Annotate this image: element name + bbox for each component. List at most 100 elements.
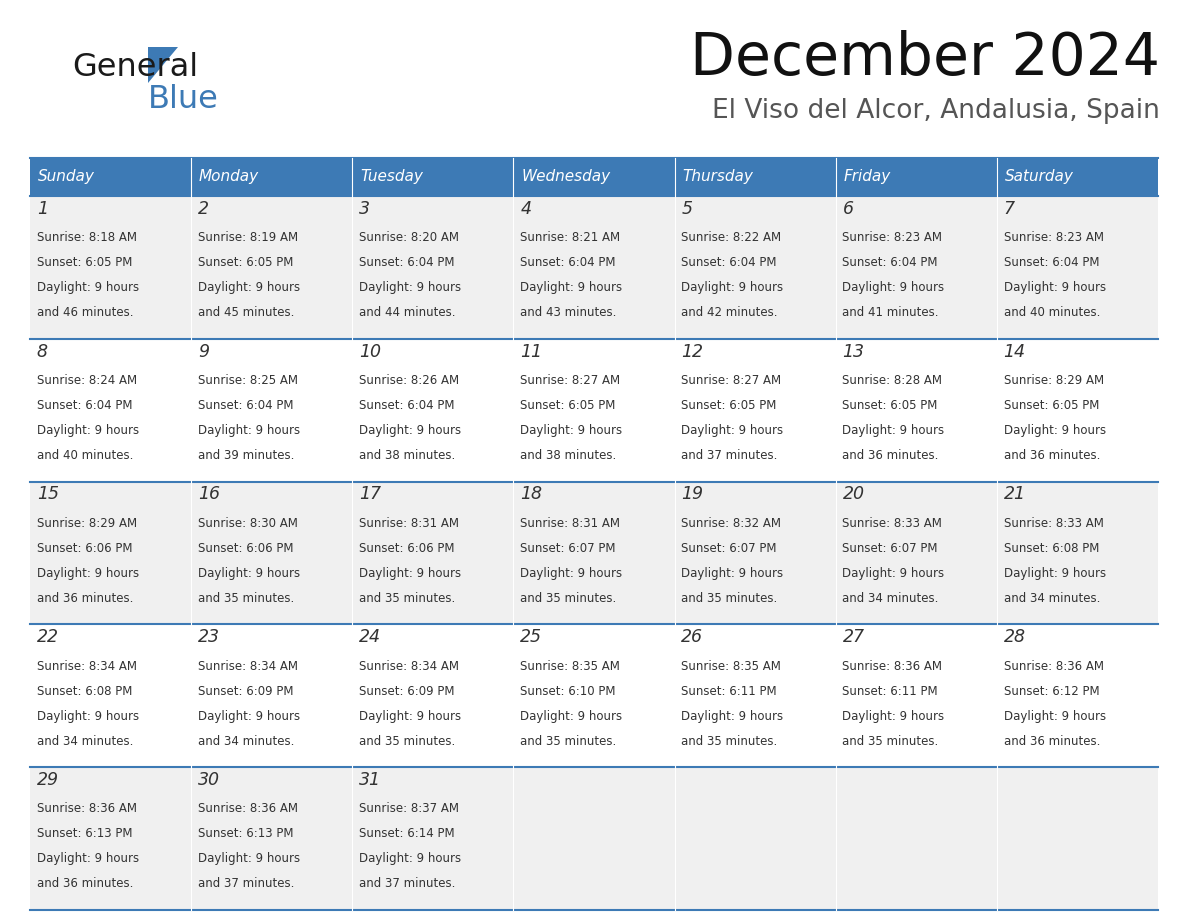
Text: 24: 24 [359, 628, 381, 646]
Bar [675, 158, 835, 196]
Text: 13: 13 [842, 342, 865, 361]
Text: and 35 minutes.: and 35 minutes. [520, 734, 617, 747]
Text: Friday: Friday [843, 170, 891, 185]
Text: 1: 1 [37, 200, 48, 218]
Text: Sunrise: 8:30 AM: Sunrise: 8:30 AM [198, 517, 298, 530]
Text: Daylight: 9 hours: Daylight: 9 hours [842, 566, 944, 580]
Text: 18: 18 [520, 486, 542, 503]
Bar [30, 158, 191, 196]
Text: 9: 9 [198, 342, 209, 361]
Text: Daylight: 9 hours: Daylight: 9 hours [842, 710, 944, 722]
Text: 6: 6 [842, 200, 853, 218]
Text: Sunset: 6:07 PM: Sunset: 6:07 PM [682, 542, 777, 554]
Text: Sunset: 6:04 PM: Sunset: 6:04 PM [359, 399, 455, 412]
Text: Sunset: 6:14 PM: Sunset: 6:14 PM [359, 827, 455, 840]
Text: Sunrise: 8:36 AM: Sunrise: 8:36 AM [1004, 659, 1104, 673]
Text: Daylight: 9 hours: Daylight: 9 hours [37, 710, 139, 722]
Text: Daylight: 9 hours: Daylight: 9 hours [1004, 710, 1106, 722]
Bar [30, 339, 1158, 482]
Text: Daylight: 9 hours: Daylight: 9 hours [682, 424, 783, 437]
Text: and 45 minutes.: and 45 minutes. [198, 306, 295, 319]
Text: 4: 4 [520, 200, 531, 218]
Text: and 38 minutes.: and 38 minutes. [359, 449, 455, 462]
Text: Daylight: 9 hours: Daylight: 9 hours [37, 281, 139, 294]
Text: and 35 minutes.: and 35 minutes. [682, 734, 778, 747]
Text: Daylight: 9 hours: Daylight: 9 hours [359, 424, 461, 437]
Text: and 35 minutes.: and 35 minutes. [842, 734, 939, 747]
Text: Sunset: 6:05 PM: Sunset: 6:05 PM [37, 256, 132, 269]
Text: Sunrise: 8:26 AM: Sunrise: 8:26 AM [359, 374, 460, 387]
Text: Sunrise: 8:23 AM: Sunrise: 8:23 AM [842, 231, 942, 244]
Bar [997, 158, 1158, 196]
Bar [30, 624, 1158, 767]
Text: and 36 minutes.: and 36 minutes. [842, 449, 939, 462]
Text: Sunrise: 8:31 AM: Sunrise: 8:31 AM [520, 517, 620, 530]
Text: and 34 minutes.: and 34 minutes. [1004, 592, 1100, 605]
Text: Sunset: 6:11 PM: Sunset: 6:11 PM [682, 685, 777, 698]
Text: 20: 20 [842, 486, 865, 503]
Text: Daylight: 9 hours: Daylight: 9 hours [1004, 566, 1106, 580]
Text: Daylight: 9 hours: Daylight: 9 hours [198, 710, 301, 722]
Text: 8: 8 [37, 342, 48, 361]
Text: and 39 minutes.: and 39 minutes. [198, 449, 295, 462]
Text: 5: 5 [682, 200, 693, 218]
Text: Sunset: 6:04 PM: Sunset: 6:04 PM [198, 399, 293, 412]
Text: Saturday: Saturday [1005, 170, 1074, 185]
Text: 17: 17 [359, 486, 381, 503]
Text: and 34 minutes.: and 34 minutes. [198, 734, 295, 747]
Bar [30, 196, 1158, 339]
Text: Sunrise: 8:19 AM: Sunrise: 8:19 AM [198, 231, 298, 244]
Text: Sunset: 6:08 PM: Sunset: 6:08 PM [37, 685, 132, 698]
Text: Sunday: Sunday [38, 170, 95, 185]
Text: and 34 minutes.: and 34 minutes. [842, 592, 939, 605]
Text: 2: 2 [198, 200, 209, 218]
Text: Daylight: 9 hours: Daylight: 9 hours [1004, 281, 1106, 294]
Text: Sunset: 6:12 PM: Sunset: 6:12 PM [1004, 685, 1099, 698]
Text: and 36 minutes.: and 36 minutes. [37, 878, 133, 890]
Text: Sunset: 6:04 PM: Sunset: 6:04 PM [37, 399, 132, 412]
Text: and 43 minutes.: and 43 minutes. [520, 306, 617, 319]
Text: 14: 14 [1004, 342, 1025, 361]
Text: Daylight: 9 hours: Daylight: 9 hours [682, 566, 783, 580]
Text: El Viso del Alcor, Andalusia, Spain: El Viso del Alcor, Andalusia, Spain [712, 98, 1159, 124]
Text: Daylight: 9 hours: Daylight: 9 hours [198, 281, 301, 294]
Text: Daylight: 9 hours: Daylight: 9 hours [198, 566, 301, 580]
Text: General: General [72, 51, 198, 83]
Text: Sunset: 6:13 PM: Sunset: 6:13 PM [198, 827, 293, 840]
Text: and 35 minutes.: and 35 minutes. [520, 592, 617, 605]
Text: and 35 minutes.: and 35 minutes. [359, 734, 455, 747]
Text: 16: 16 [198, 486, 220, 503]
Text: and 41 minutes.: and 41 minutes. [842, 306, 939, 319]
Text: Sunrise: 8:34 AM: Sunrise: 8:34 AM [198, 659, 298, 673]
Text: Daylight: 9 hours: Daylight: 9 hours [37, 852, 139, 866]
Text: Sunrise: 8:36 AM: Sunrise: 8:36 AM [37, 802, 137, 815]
Text: Daylight: 9 hours: Daylight: 9 hours [359, 852, 461, 866]
Text: Sunset: 6:06 PM: Sunset: 6:06 PM [198, 542, 293, 554]
Text: 26: 26 [682, 628, 703, 646]
Text: and 38 minutes.: and 38 minutes. [520, 449, 617, 462]
Text: Daylight: 9 hours: Daylight: 9 hours [520, 281, 623, 294]
Text: 30: 30 [198, 771, 220, 789]
Text: Sunrise: 8:34 AM: Sunrise: 8:34 AM [359, 659, 459, 673]
Text: Sunset: 6:07 PM: Sunset: 6:07 PM [520, 542, 615, 554]
Text: Sunrise: 8:29 AM: Sunrise: 8:29 AM [1004, 374, 1104, 387]
Text: Sunset: 6:05 PM: Sunset: 6:05 PM [1004, 399, 1099, 412]
Text: 28: 28 [1004, 628, 1025, 646]
Text: 3: 3 [359, 200, 369, 218]
Text: Daylight: 9 hours: Daylight: 9 hours [520, 710, 623, 722]
Text: Daylight: 9 hours: Daylight: 9 hours [520, 566, 623, 580]
Text: Sunrise: 8:33 AM: Sunrise: 8:33 AM [842, 517, 942, 530]
Text: Sunset: 6:05 PM: Sunset: 6:05 PM [682, 399, 777, 412]
Text: 21: 21 [1004, 486, 1025, 503]
Polygon shape [148, 47, 178, 83]
Text: Sunset: 6:05 PM: Sunset: 6:05 PM [842, 399, 937, 412]
Text: 25: 25 [520, 628, 542, 646]
Text: and 37 minutes.: and 37 minutes. [198, 878, 295, 890]
Text: Sunrise: 8:31 AM: Sunrise: 8:31 AM [359, 517, 459, 530]
Text: 19: 19 [682, 486, 703, 503]
Bar [835, 158, 997, 196]
Text: Sunrise: 8:28 AM: Sunrise: 8:28 AM [842, 374, 942, 387]
Text: Sunrise: 8:34 AM: Sunrise: 8:34 AM [37, 659, 137, 673]
Text: Sunset: 6:06 PM: Sunset: 6:06 PM [37, 542, 132, 554]
Text: and 36 minutes.: and 36 minutes. [37, 592, 133, 605]
